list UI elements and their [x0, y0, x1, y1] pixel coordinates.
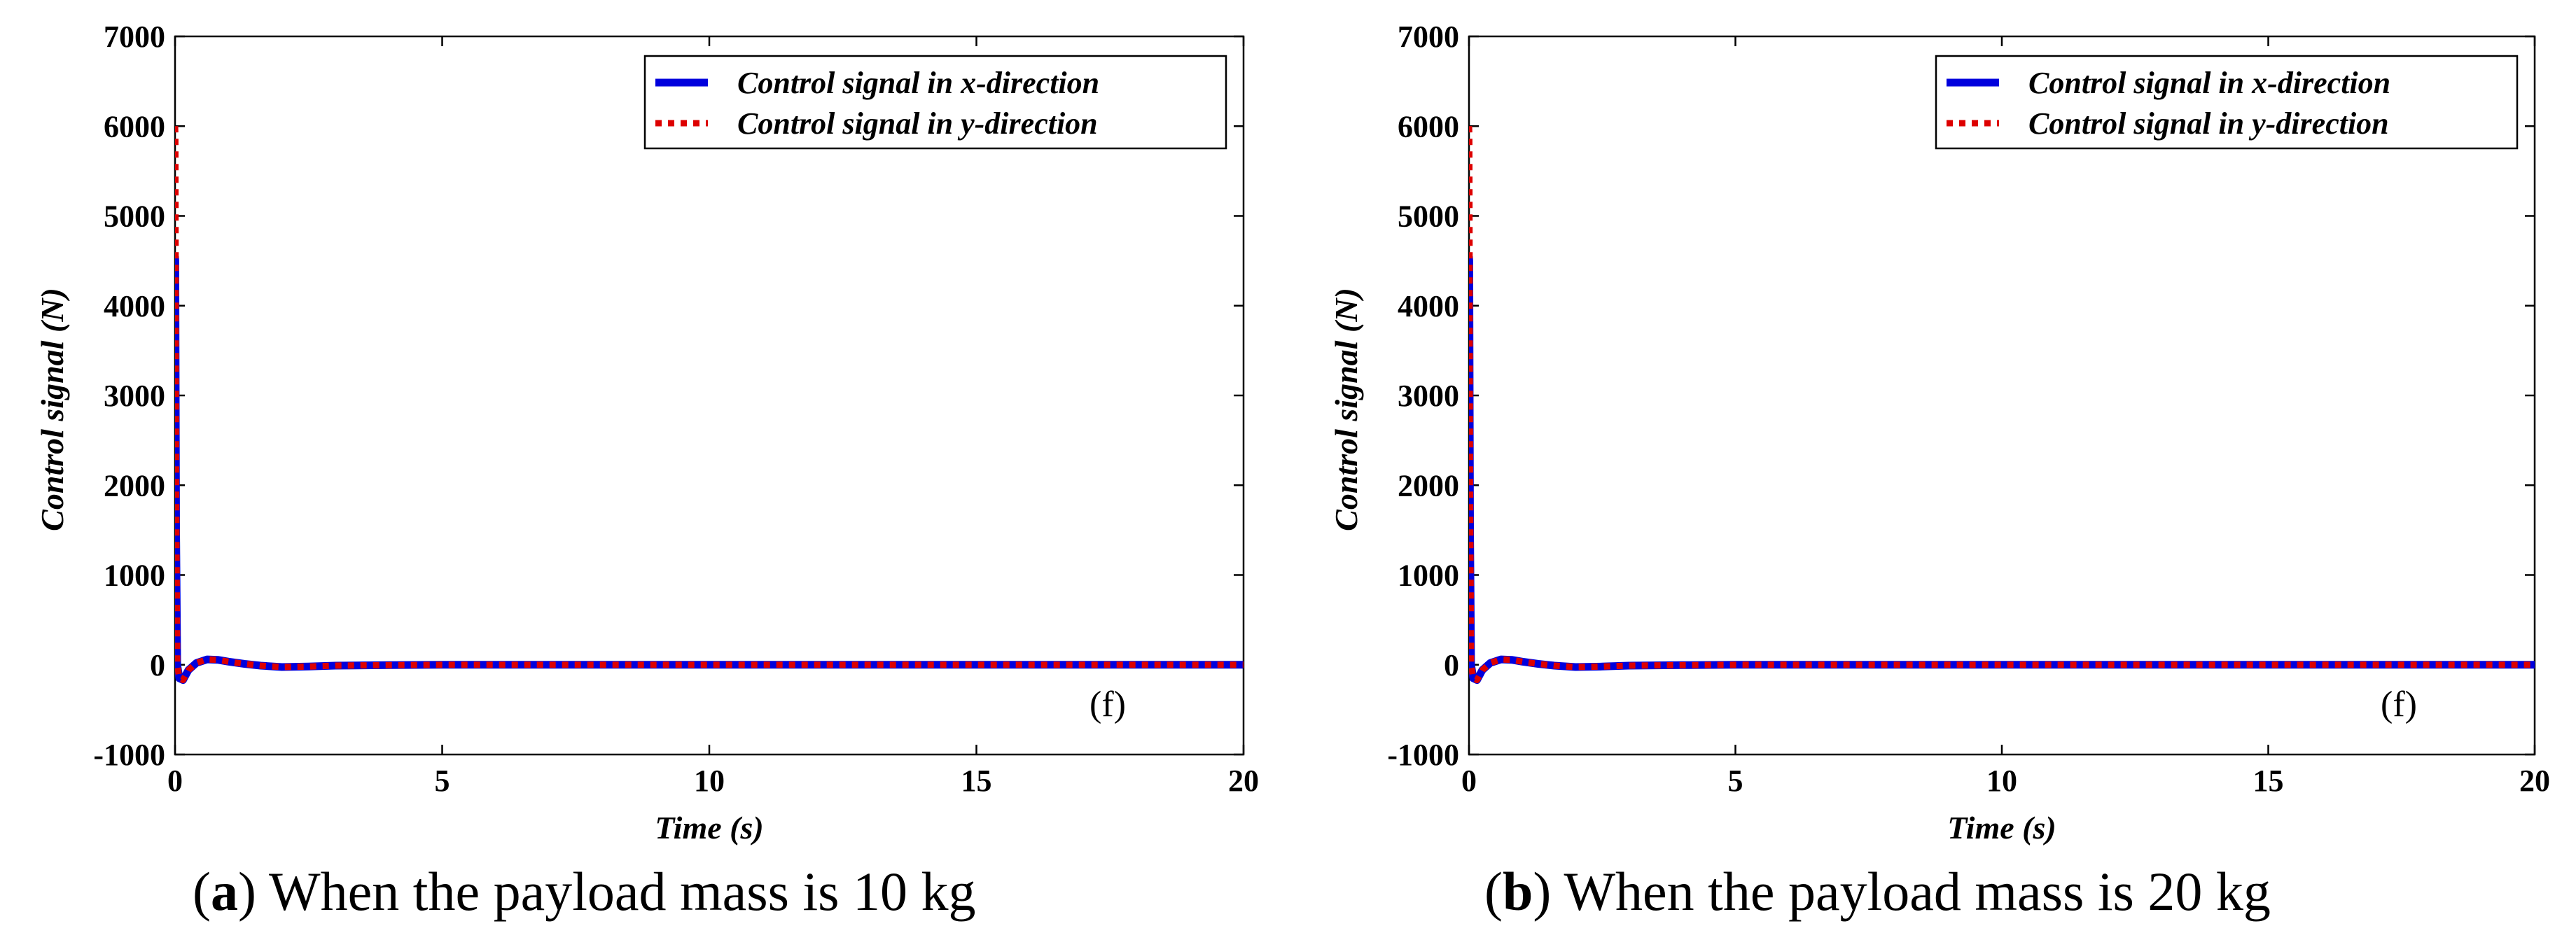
x-tick-label: 20 — [2519, 764, 2550, 798]
y-tick-label: -1000 — [93, 738, 165, 772]
panel-annotation: (f) — [2381, 685, 2417, 724]
x-tick-label: 5 — [1728, 764, 1743, 798]
x-tick-label: 0 — [1461, 764, 1477, 798]
y-tick-label: 4000 — [104, 289, 165, 323]
legend-box — [643, 55, 1227, 150]
y-tick-label: -1000 — [1387, 738, 1459, 772]
panel-annotation: (f) — [1089, 685, 1126, 724]
y-tick-label: 0 — [1444, 648, 1459, 682]
x-tick-label: 15 — [961, 764, 992, 798]
series-line-y-direction — [175, 126, 1244, 684]
y-axis-title: Control signal (N) — [1328, 288, 1364, 531]
y-tick-label: 3000 — [104, 379, 165, 413]
y-tick-label: 1000 — [104, 559, 165, 593]
series-line-y-direction — [1469, 126, 2535, 684]
x-tick-label: 10 — [694, 764, 725, 798]
x-tick-label: 5 — [435, 764, 450, 798]
legend-label: Control signal in y-direction — [2028, 106, 2389, 141]
y-tick-label: 2000 — [104, 468, 165, 503]
x-tick-label: 10 — [1986, 764, 2017, 798]
x-tick-label: 20 — [1228, 764, 1259, 798]
legend-label: Control signal in y-direction — [737, 106, 1098, 141]
y-axis-title: Control signal (N) — [34, 288, 70, 531]
y-tick-label: 2000 — [1398, 468, 1459, 503]
series-line-x-direction — [175, 255, 1244, 685]
y-tick-label: 0 — [150, 648, 165, 682]
panel-caption: (b) When the payload mass is 20 kg — [1484, 861, 2271, 922]
series-line-x-direction — [1469, 255, 2535, 685]
panel-caption: (a) When the payload mass is 10 kg — [193, 861, 976, 922]
legend-label: Control signal in x-direction — [2028, 66, 2390, 100]
x-axis-title: Time (s) — [655, 810, 763, 846]
y-tick-label: 1000 — [1398, 559, 1459, 593]
x-axis-title: Time (s) — [1947, 810, 2056, 846]
y-tick-label: 7000 — [104, 20, 165, 54]
y-tick-label: 6000 — [1398, 109, 1459, 143]
y-tick-label: 4000 — [1398, 289, 1459, 323]
y-tick-label: 5000 — [1398, 199, 1459, 234]
y-tick-label: 3000 — [1398, 379, 1459, 413]
x-tick-label: 15 — [2253, 764, 2284, 798]
legend-label: Control signal in x-direction — [737, 66, 1099, 100]
y-tick-label: 7000 — [1398, 20, 1459, 54]
legend-box — [1935, 55, 2519, 150]
y-tick-label: 6000 — [104, 109, 165, 143]
y-tick-label: 5000 — [104, 199, 165, 234]
x-tick-label: 0 — [167, 764, 183, 798]
